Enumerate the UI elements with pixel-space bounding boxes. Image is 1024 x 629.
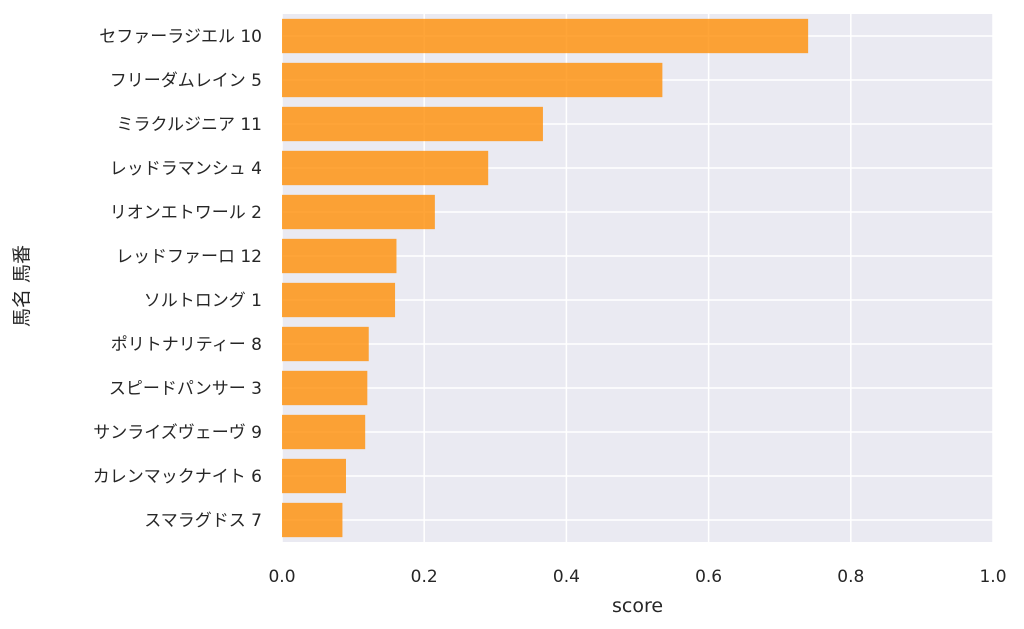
x-tick-label: 1.0 — [979, 567, 1006, 587]
x-axis-label: score — [612, 595, 663, 617]
y-tick-label: カレンマックナイト 6 — [93, 467, 262, 487]
plot-area — [282, 14, 993, 542]
y-category-labels: セファーラジエル 10 フリーダムレイン 5 ミラクルジニア 11 レッドラマンシュ … — [93, 27, 262, 531]
x-tick-label: 0.4 — [553, 567, 580, 587]
y-tick-label: ポリトナリティー 8 — [111, 335, 262, 355]
y-tick-label: レッドファーロ 12 — [116, 247, 262, 267]
y-tick-label: セファーラジエル 10 — [99, 27, 262, 47]
x-tick-label: 0.2 — [411, 567, 438, 587]
x-tick-label: 0.8 — [837, 567, 864, 587]
bar — [282, 194, 435, 230]
y-tick-label: スピードパンサー 3 — [109, 379, 262, 399]
bar — [282, 326, 369, 362]
y-tick-label: スマラグドス 7 — [144, 511, 262, 531]
bar — [282, 150, 489, 186]
y-tick-label: サンライズヴェーヴ 9 — [93, 423, 262, 443]
y-tick-label: フリーダムレイン 5 — [110, 71, 262, 91]
y-tick-label: ミラクルジニア 11 — [116, 115, 262, 135]
bar — [282, 502, 343, 538]
bar — [282, 414, 366, 450]
bar — [282, 238, 397, 274]
bar — [282, 458, 346, 494]
bar — [282, 106, 543, 142]
y-tick-label: ソルトロング 1 — [144, 291, 262, 311]
x-tick-label: 0.0 — [268, 567, 295, 587]
bar — [282, 282, 396, 318]
y-tick-label: レッドラマンシュ 4 — [110, 159, 262, 179]
x-tick-label: 0.6 — [695, 567, 722, 587]
y-axis-label: 馬名 馬番 — [11, 245, 33, 327]
bars — [282, 18, 809, 538]
bar — [282, 62, 663, 98]
x-tick-labels: 0.0 0.2 0.4 0.6 0.8 1.0 — [268, 567, 1006, 587]
bar — [282, 370, 368, 406]
bar — [282, 18, 809, 54]
y-tick-label: リオンエトワール 2 — [110, 203, 262, 223]
